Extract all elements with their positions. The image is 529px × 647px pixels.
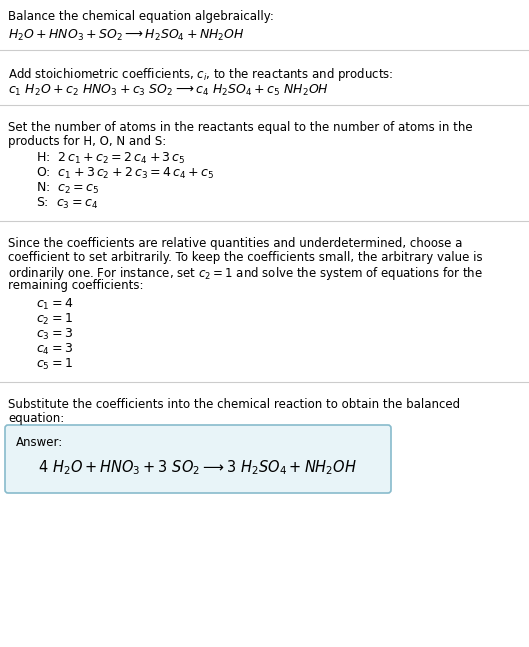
Text: Set the number of atoms in the reactants equal to the number of atoms in the: Set the number of atoms in the reactants… [8, 121, 472, 134]
Text: $H_2O + HNO_3 + SO_2 \longrightarrow H_2SO_4 + NH_2OH$: $H_2O + HNO_3 + SO_2 \longrightarrow H_2… [8, 28, 245, 43]
Text: H:  $2\,c_1 + c_2 = 2\,c_4 + 3\,c_5$: H: $2\,c_1 + c_2 = 2\,c_4 + 3\,c_5$ [36, 151, 186, 166]
Text: equation:: equation: [8, 412, 64, 425]
Text: Substitute the coefficients into the chemical reaction to obtain the balanced: Substitute the coefficients into the che… [8, 398, 460, 411]
Text: $c_5 = 1$: $c_5 = 1$ [36, 357, 73, 372]
Text: O:  $c_1 + 3\,c_2 + 2\,c_3 = 4\,c_4 + c_5$: O: $c_1 + 3\,c_2 + 2\,c_3 = 4\,c_4 + c_5… [36, 166, 214, 181]
Text: $c_3 = 3$: $c_3 = 3$ [36, 327, 73, 342]
Text: coefficient to set arbitrarily. To keep the coefficients small, the arbitrary va: coefficient to set arbitrarily. To keep … [8, 251, 482, 264]
Text: ordinarily one. For instance, set $c_2 = 1$ and solve the system of equations fo: ordinarily one. For instance, set $c_2 =… [8, 265, 483, 282]
Text: S:  $c_3 = c_4$: S: $c_3 = c_4$ [36, 196, 98, 211]
FancyBboxPatch shape [5, 425, 391, 493]
Text: remaining coefficients:: remaining coefficients: [8, 279, 143, 292]
Text: $c_1 = 4$: $c_1 = 4$ [36, 297, 74, 312]
Text: N:  $c_2 = c_5$: N: $c_2 = c_5$ [36, 181, 99, 196]
Text: Since the coefficients are relative quantities and underdetermined, choose a: Since the coefficients are relative quan… [8, 237, 462, 250]
Text: $c_2 = 1$: $c_2 = 1$ [36, 312, 73, 327]
Text: $c_4 = 3$: $c_4 = 3$ [36, 342, 73, 357]
Text: $c_1\ H_2O + c_2\ HNO_3 + c_3\ SO_2 \longrightarrow c_4\ H_2SO_4 + c_5\ NH_2OH$: $c_1\ H_2O + c_2\ HNO_3 + c_3\ SO_2 \lon… [8, 83, 329, 98]
Text: products for H, O, N and S:: products for H, O, N and S: [8, 135, 166, 148]
Text: Add stoichiometric coefficients, $c_i$, to the reactants and products:: Add stoichiometric coefficients, $c_i$, … [8, 66, 394, 83]
Text: Balance the chemical equation algebraically:: Balance the chemical equation algebraica… [8, 10, 274, 23]
Text: $4\ H_2O + HNO_3 + 3\ SO_2 \longrightarrow 3\ H_2SO_4 + NH_2OH$: $4\ H_2O + HNO_3 + 3\ SO_2 \longrightarr… [38, 458, 357, 477]
Text: Answer:: Answer: [16, 436, 63, 449]
